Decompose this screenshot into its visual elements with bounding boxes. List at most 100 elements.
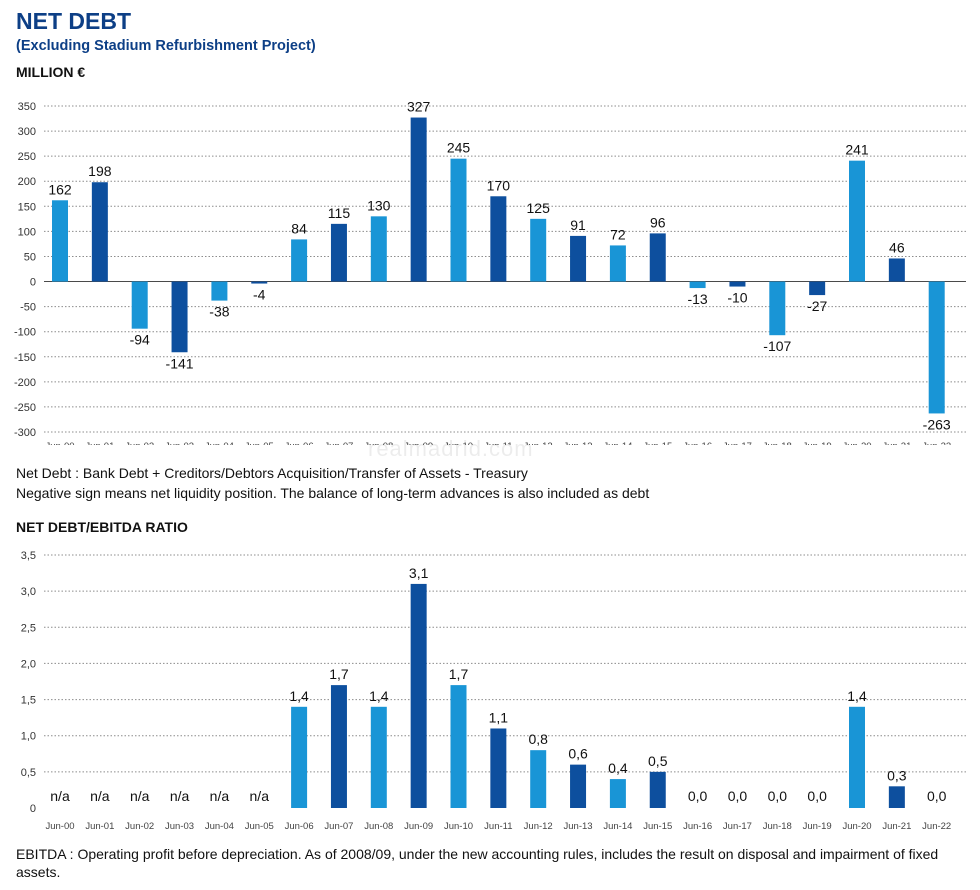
bar bbox=[410, 583, 427, 808]
data-label: 245 bbox=[447, 140, 471, 156]
x-tick-label: Jun-12 bbox=[524, 441, 553, 445]
x-tick-label: Jun-11 bbox=[484, 821, 512, 832]
data-label: 46 bbox=[889, 239, 905, 255]
x-tick-label: Jun-06 bbox=[285, 441, 314, 445]
x-tick-label: Jun-20 bbox=[842, 821, 871, 832]
data-label: 96 bbox=[650, 214, 666, 230]
x-tick-label: Jun-03 bbox=[165, 821, 194, 832]
data-label: n/a bbox=[90, 788, 110, 804]
x-tick-label: Jun-10 bbox=[444, 821, 473, 832]
data-label: 198 bbox=[88, 163, 112, 179]
data-label: -107 bbox=[763, 338, 791, 354]
y-tick-label: 350 bbox=[18, 101, 36, 113]
data-label: 1,7 bbox=[329, 666, 349, 682]
y-tick-label: -250 bbox=[14, 402, 36, 414]
bar bbox=[849, 160, 865, 282]
data-label: 170 bbox=[487, 177, 511, 193]
bar bbox=[928, 281, 945, 414]
data-label: 327 bbox=[407, 99, 431, 115]
x-tick-label: Jun-03 bbox=[165, 441, 194, 445]
x-tick-label: Jun-14 bbox=[603, 821, 632, 832]
ratio-chart-title: NET DEBT/EBITDA RATIO bbox=[16, 519, 188, 535]
bar bbox=[450, 685, 467, 808]
y-tick-label: -200 bbox=[14, 377, 36, 389]
x-tick-label: Jun-01 bbox=[85, 441, 114, 445]
data-label: 72 bbox=[610, 226, 626, 242]
y-tick-label: 1,0 bbox=[21, 731, 36, 743]
data-label: n/a bbox=[210, 788, 230, 804]
bar bbox=[649, 771, 666, 808]
x-tick-label: Jun-11 bbox=[484, 441, 512, 445]
data-label: n/a bbox=[170, 788, 190, 804]
x-tick-label: Jun-05 bbox=[245, 441, 274, 445]
x-tick-label: Jun-08 bbox=[364, 441, 393, 445]
data-label: n/a bbox=[130, 788, 150, 804]
data-label: -38 bbox=[209, 304, 229, 320]
data-label: -10 bbox=[727, 290, 747, 306]
x-tick-label: Jun-16 bbox=[683, 441, 712, 445]
bar bbox=[689, 281, 706, 289]
chart-title: NET DEBT bbox=[16, 8, 131, 34]
x-tick-label: Jun-18 bbox=[763, 441, 792, 445]
x-tick-label: Jun-16 bbox=[683, 821, 712, 832]
x-tick-label: Jun-07 bbox=[324, 821, 353, 832]
data-label: -263 bbox=[923, 416, 951, 432]
y-tick-label: -50 bbox=[20, 302, 36, 314]
bar bbox=[370, 216, 387, 282]
ebitda-footnote: EBITDA : Operating profit before depreci… bbox=[16, 846, 939, 880]
net-debt-chart: 350 300 250 200 150 100 50 0 -50 -100 -150 -200 -250… bbox=[14, 99, 966, 445]
bar bbox=[649, 233, 666, 282]
data-label: 115 bbox=[328, 205, 351, 221]
bar bbox=[91, 182, 108, 282]
bar bbox=[330, 223, 347, 282]
bar bbox=[888, 786, 905, 808]
x-tick-label: Jun-18 bbox=[763, 821, 792, 832]
x-tick-label: Jun-19 bbox=[803, 441, 832, 445]
data-label: 0,0 bbox=[688, 788, 708, 804]
bar bbox=[291, 239, 308, 282]
unit-label: MILLION € bbox=[16, 64, 86, 80]
bar bbox=[609, 779, 626, 808]
y-tick-label: 2,0 bbox=[21, 658, 36, 670]
data-label: 1,4 bbox=[289, 688, 309, 704]
x-tick-label: Jun-00 bbox=[45, 821, 74, 832]
data-label: 0,6 bbox=[568, 746, 588, 762]
bar bbox=[530, 218, 547, 282]
x-tick-label: Jun-22 bbox=[922, 821, 951, 832]
bar bbox=[211, 281, 228, 301]
y-tick-label: 0 bbox=[30, 803, 36, 815]
y-tick-label: 300 bbox=[18, 126, 36, 138]
bar bbox=[490, 196, 507, 282]
bar bbox=[769, 281, 786, 336]
bar bbox=[888, 258, 905, 282]
x-tick-label: Jun-02 bbox=[125, 821, 154, 832]
bar bbox=[251, 281, 268, 284]
watermark: realmadrid.com bbox=[368, 436, 534, 461]
x-tick-label: Jun-21 bbox=[882, 821, 911, 832]
x-tick-label: Jun-22 bbox=[922, 441, 951, 445]
data-label: n/a bbox=[50, 788, 70, 804]
bar bbox=[370, 706, 387, 808]
y-tick-label: 150 bbox=[18, 201, 36, 213]
data-label: 162 bbox=[48, 181, 72, 197]
y-tick-label: 100 bbox=[18, 226, 36, 238]
x-tick-label: Jun-21 bbox=[882, 441, 911, 445]
x-tick-label: Jun-12 bbox=[524, 821, 553, 832]
data-label: 91 bbox=[570, 217, 586, 233]
x-tick-label: Jun-17 bbox=[723, 441, 752, 445]
x-tick-label: Jun-19 bbox=[803, 821, 832, 832]
y-tick-label: -150 bbox=[14, 352, 36, 364]
data-label: 0,0 bbox=[768, 788, 788, 804]
bar bbox=[171, 281, 188, 353]
x-tick-label: Jun-04 bbox=[205, 441, 234, 445]
data-label: 0,4 bbox=[608, 760, 628, 776]
bar bbox=[291, 706, 308, 808]
x-tick-label: Jun-01 bbox=[85, 821, 114, 832]
data-label: n/a bbox=[250, 788, 270, 804]
data-label: 130 bbox=[367, 197, 391, 213]
x-tick-label: Jun-09 bbox=[404, 441, 433, 445]
data-label: 84 bbox=[291, 220, 307, 236]
data-label: 0,5 bbox=[648, 753, 668, 769]
data-label: -13 bbox=[687, 291, 707, 307]
bar bbox=[490, 728, 507, 808]
